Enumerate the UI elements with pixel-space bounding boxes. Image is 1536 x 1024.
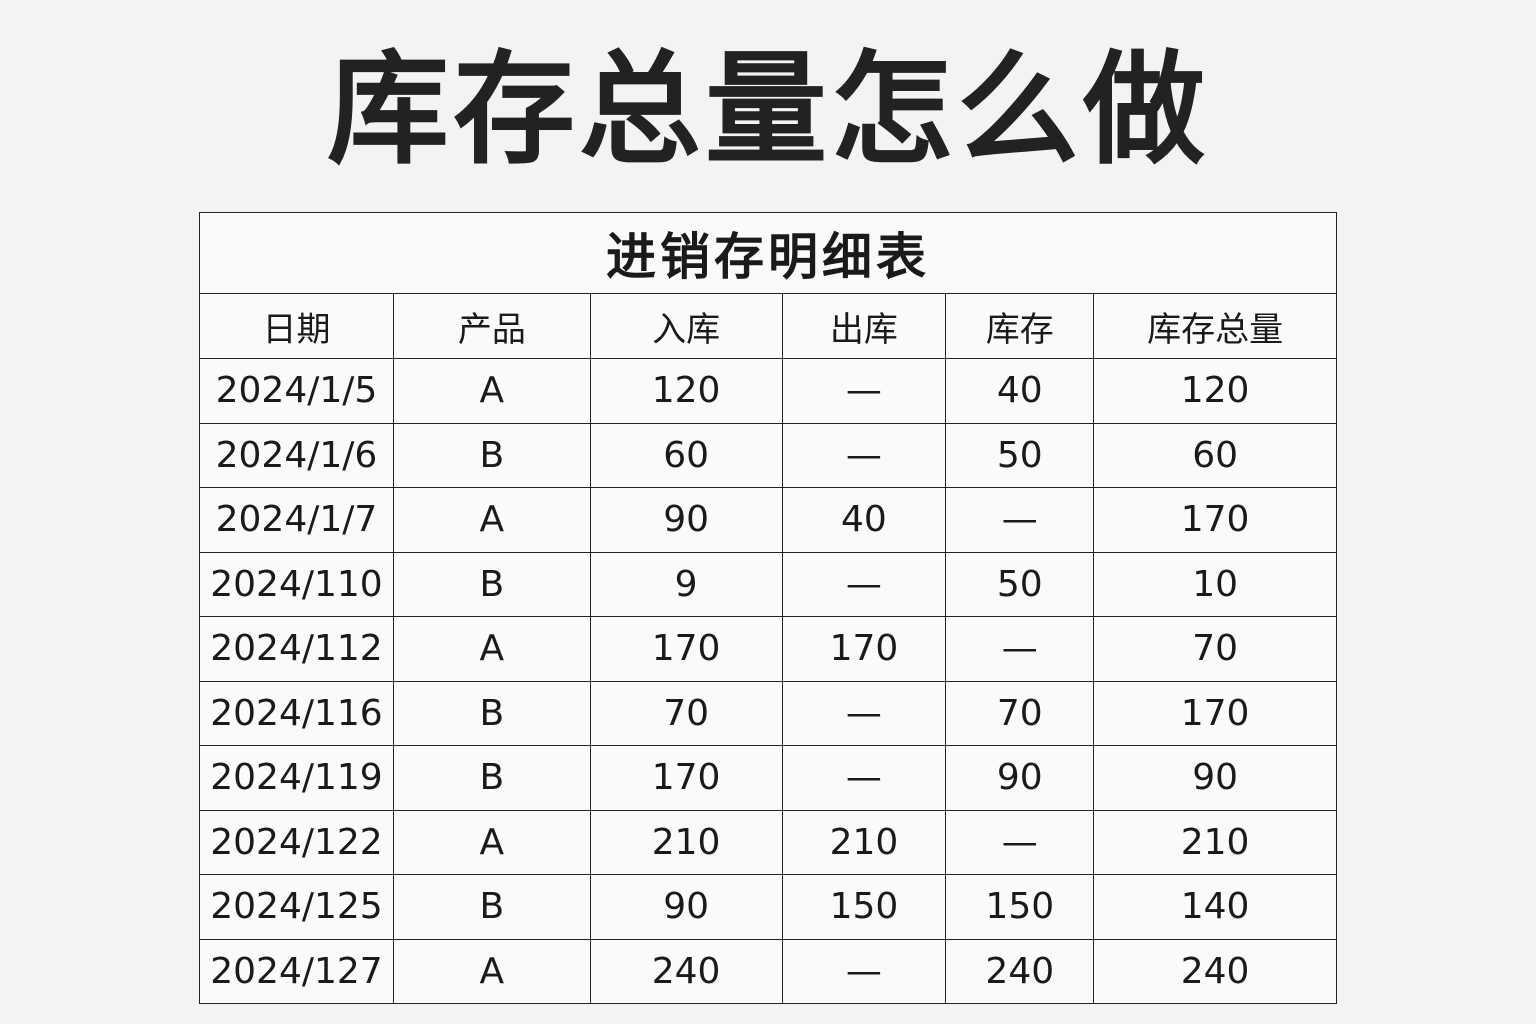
cell-product: A xyxy=(392,358,591,424)
cell-product: B xyxy=(392,874,591,940)
cell-product: A xyxy=(392,938,591,1004)
table-row: 2024/122 A 210 210—210 xyxy=(199,809,1337,875)
cell-inbound: 70 xyxy=(589,680,783,746)
cell-inbound: 170 xyxy=(589,616,783,682)
cell-date: 2024/1/7 xyxy=(199,487,394,553)
cell-outbound: — xyxy=(781,680,947,746)
cell-date: 2024/119 xyxy=(199,745,394,811)
cell-outbound: — xyxy=(781,551,947,617)
header-product: 产品 xyxy=(392,293,591,359)
header-stock: 库存 xyxy=(945,293,1095,359)
table-caption: 进销存明细表 xyxy=(199,212,1337,294)
cell-date: 2024/112 xyxy=(199,616,394,682)
cell-inbound: 170 xyxy=(589,745,783,811)
cell-date: 2024/116 xyxy=(199,680,394,746)
cell-stock: — xyxy=(945,616,1095,682)
cell-total-stock: 210 xyxy=(1093,809,1337,875)
cell-product: A xyxy=(392,616,591,682)
cell-total-stock: 10 xyxy=(1093,551,1337,617)
header-outbound: 出库 xyxy=(781,293,947,359)
table-row: 2024/110 B 9—50 10 xyxy=(199,551,1337,617)
cell-stock: — xyxy=(945,809,1095,875)
cell-total-stock: 70 xyxy=(1093,616,1337,682)
cell-outbound: 210 xyxy=(781,809,947,875)
cell-outbound: — xyxy=(781,938,947,1004)
cell-stock: 50 xyxy=(945,422,1095,488)
cell-product: B xyxy=(392,551,591,617)
table-row: 2024/1/5 A 120—40 120 xyxy=(199,358,1337,424)
cell-inbound: 90 xyxy=(589,487,783,553)
table-row: 2024/125 B 90 150 150 140 xyxy=(199,874,1337,940)
cell-total-stock: 60 xyxy=(1093,422,1337,488)
cell-date: 2024/1/6 xyxy=(199,422,394,488)
cell-stock: 90 xyxy=(945,745,1095,811)
cell-stock: 70 xyxy=(945,680,1095,746)
table-row: 2024/1/7 A 90 40—170 xyxy=(199,487,1337,553)
cell-total-stock: 140 xyxy=(1093,874,1337,940)
cell-product: A xyxy=(392,487,591,553)
cell-inbound: 120 xyxy=(589,358,783,424)
cell-total-stock: 120 xyxy=(1093,358,1337,424)
cell-outbound: — xyxy=(781,358,947,424)
header-total-stock: 库存总量 xyxy=(1093,293,1337,359)
cell-total-stock: 170 xyxy=(1093,487,1337,553)
cell-stock: 40 xyxy=(945,358,1095,424)
cell-total-stock: 170 xyxy=(1093,680,1337,746)
cell-outbound: — xyxy=(781,422,947,488)
cell-stock: 50 xyxy=(945,551,1095,617)
cell-inbound: 9 xyxy=(589,551,783,617)
table-row: 2024/119 B 170—90 90 xyxy=(199,745,1337,811)
page-title: 库存总量怎么做 xyxy=(327,39,1209,181)
header-row: 日期 产品 入库 出库 库存 库存总量 xyxy=(199,293,1337,359)
cell-stock: 150 xyxy=(945,874,1095,940)
table-row: 2024/116 B 70—70 170 xyxy=(199,680,1337,746)
cell-total-stock: 90 xyxy=(1093,745,1337,811)
cell-date: 2024/127 xyxy=(199,938,394,1004)
cell-inbound: 90 xyxy=(589,874,783,940)
cell-date: 2024/125 xyxy=(199,874,394,940)
cell-outbound: 40 xyxy=(781,487,947,553)
cell-product: B xyxy=(392,680,591,746)
cell-date: 2024/1/5 xyxy=(199,358,394,424)
cell-total-stock: 240 xyxy=(1093,938,1337,1004)
header-inbound: 入库 xyxy=(589,293,783,359)
table-row: 2024/1/6 B 60—50 60 xyxy=(199,422,1337,488)
cell-product: B xyxy=(392,745,591,811)
cell-product: B xyxy=(392,422,591,488)
cell-stock: — xyxy=(945,487,1095,553)
cell-date: 2024/122 xyxy=(199,809,394,875)
inventory-table: 进销存明细表 日期 产品 入库 出库 库存 库存总量 2024/1/5 A 120—… xyxy=(199,212,1337,1004)
cell-inbound: 210 xyxy=(589,809,783,875)
table-row: 2024/112 A 170 170—70 xyxy=(199,616,1337,682)
table-row: 2024/127 A 240—240 240 xyxy=(199,938,1337,1004)
cell-product: A xyxy=(392,809,591,875)
header-date: 日期 xyxy=(199,293,394,359)
cell-outbound: 170 xyxy=(781,616,947,682)
cell-inbound: 240 xyxy=(589,938,783,1004)
cell-inbound: 60 xyxy=(589,422,783,488)
cell-stock: 240 xyxy=(945,938,1095,1004)
cell-date: 2024/110 xyxy=(199,551,394,617)
cell-outbound: 150 xyxy=(781,874,947,940)
cell-outbound: — xyxy=(781,745,947,811)
